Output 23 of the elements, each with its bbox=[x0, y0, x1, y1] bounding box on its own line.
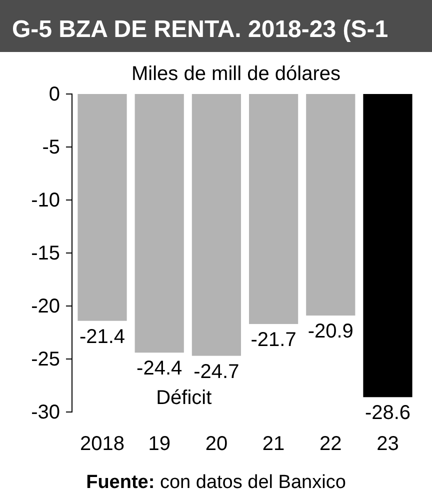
x-tick-label: 23 bbox=[376, 433, 399, 456]
chart-subtitle: Miles de mill de dólares bbox=[132, 63, 340, 85]
y-tick-label: -5 bbox=[42, 136, 60, 158]
y-tick-label: -20 bbox=[31, 295, 60, 318]
data-label: -21.4 bbox=[79, 326, 126, 348]
annotation: Déficit bbox=[156, 387, 212, 409]
y-tick-label: 0 bbox=[48, 83, 60, 106]
x-tick-label: 22 bbox=[320, 433, 342, 456]
x-tick-label: 19 bbox=[148, 433, 170, 456]
chart-title: G-5 BZA DE RENTA. 2018-23 (S-1 bbox=[12, 16, 388, 43]
data-label: -24.4 bbox=[136, 358, 182, 380]
data-label: -24.7 bbox=[194, 360, 240, 383]
y-tick-label: -10 bbox=[31, 189, 60, 212]
x-tick-label: 20 bbox=[205, 433, 228, 456]
y-tick-label: -25 bbox=[31, 348, 60, 370]
data-label: -21.7 bbox=[250, 329, 296, 352]
data-label: -28.6 bbox=[364, 402, 411, 424]
y-tick-label: -15 bbox=[31, 242, 60, 264]
y-tick-label: -30 bbox=[31, 401, 60, 424]
x-tick-label: 21 bbox=[262, 433, 285, 456]
x-tick-label: 2018 bbox=[80, 433, 125, 456]
source-note: Fuente: con datos del Banxico bbox=[86, 472, 346, 493]
data-label: -20.9 bbox=[308, 320, 354, 343]
